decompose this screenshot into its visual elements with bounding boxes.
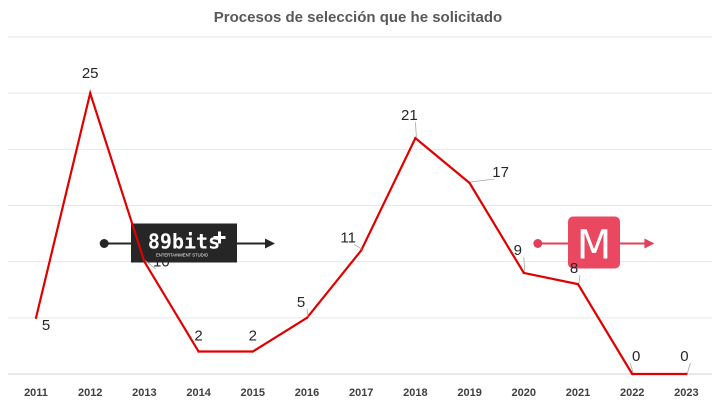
m-app-logo-annotation: M	[533, 216, 655, 269]
data-point	[197, 350, 200, 353]
data-point	[305, 316, 309, 320]
label-leader	[306, 308, 309, 317]
x-tick-label: 2019	[457, 387, 481, 399]
data-label: 21	[401, 107, 418, 124]
label-leader	[687, 362, 691, 374]
m-app-logo: M	[568, 216, 620, 269]
annotation-arrow-start	[99, 239, 109, 248]
data-label: 2	[194, 328, 202, 345]
x-tick-label: 2017	[349, 387, 373, 399]
gridlines	[8, 36, 712, 375]
data-point	[414, 136, 417, 140]
data-label: 25	[82, 65, 99, 82]
label-leader	[353, 244, 363, 250]
data-label: 0	[632, 348, 640, 365]
label-leaders	[145, 122, 691, 374]
data-label: 5	[42, 317, 50, 334]
series	[34, 89, 688, 376]
data-label: 2	[249, 328, 257, 345]
x-tick-label: 2013	[132, 387, 156, 399]
logo-text: 89bits	[148, 230, 220, 254]
data-label: 11	[340, 229, 356, 246]
x-tick-label: 2020	[512, 387, 536, 399]
chart-title: Procesos de selección que he solicitado	[214, 9, 502, 26]
x-axis-ticks: 2011 2012 2013 2014 2015 2016 2017 2018 2019 2020…	[24, 387, 699, 399]
label-leader	[629, 362, 634, 374]
label-leader	[523, 256, 526, 272]
data-point	[89, 91, 92, 95]
x-tick-label: 2023	[674, 387, 698, 399]
logo-text: M	[577, 223, 612, 269]
data-label: 17	[492, 164, 509, 181]
label-leader	[415, 122, 417, 138]
data-point	[251, 350, 254, 353]
data-point	[522, 271, 525, 275]
data-label: 10	[153, 254, 170, 271]
x-tick-label: 2018	[403, 387, 427, 399]
data-label: 5	[297, 294, 305, 311]
data-point	[34, 316, 38, 320]
data-point	[685, 372, 688, 376]
annotation-arrow-start	[533, 239, 543, 248]
data-point	[631, 372, 634, 376]
label-leader	[470, 178, 495, 183]
x-tick-label: 2011	[24, 387, 48, 399]
x-tick-label: 2015	[241, 387, 265, 399]
x-tick-label: 2021	[566, 387, 590, 399]
annotation-arrow-head	[644, 238, 655, 249]
annotation-arrow-head	[265, 238, 275, 249]
data-point	[576, 282, 580, 286]
label-leader	[578, 275, 581, 284]
label-leader	[145, 260, 156, 269]
data-label: 8	[570, 260, 578, 277]
data-label: 0	[680, 348, 688, 365]
data-point	[468, 181, 471, 185]
x-tick-label: 2014	[186, 387, 211, 399]
x-tick-label: 2016	[295, 387, 319, 399]
data-label: 9	[514, 242, 522, 259]
x-tick-label: 2012	[78, 387, 102, 399]
data-point	[360, 249, 363, 252]
data-point	[143, 260, 146, 263]
x-tick-label: 2022	[620, 387, 644, 399]
logo-subtext: ENTERTAINMENT STUDIO	[156, 253, 209, 258]
